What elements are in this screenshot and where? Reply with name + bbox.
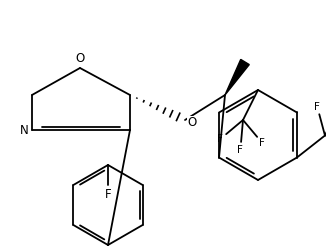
Text: F: F	[314, 102, 320, 112]
Text: F: F	[217, 134, 223, 144]
Text: O: O	[75, 51, 85, 65]
Text: F: F	[105, 188, 111, 202]
Text: F: F	[259, 138, 265, 148]
Text: N: N	[20, 123, 28, 137]
Text: F: F	[237, 145, 243, 155]
Text: O: O	[187, 116, 197, 130]
Polygon shape	[225, 59, 249, 95]
